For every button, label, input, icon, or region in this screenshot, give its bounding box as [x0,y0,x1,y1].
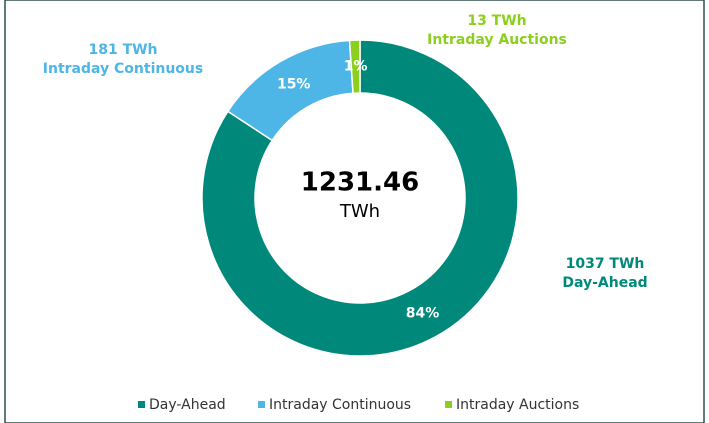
value-label: 181 TWh [88,42,157,58]
legend-label: Day-Ahead [149,397,226,413]
percent-label: 1% [344,59,368,75]
category-label: Day-Ahead [562,275,647,291]
category-label: Intraday Continuous [43,61,203,77]
value-label: 13 TWh [467,13,526,29]
legend-label: Intraday Auctions [456,397,579,413]
percent-label: 84% [406,306,440,322]
value-label: 1037 TWh [566,256,645,272]
legend-swatch [445,401,452,408]
total-unit: TWh [339,201,380,222]
percent-label: 15% [277,76,311,92]
legend-label: Intraday Continuous [269,397,411,413]
category-label: Intraday Auctions [427,32,567,48]
donut-slice [201,39,519,357]
donut-slice [348,39,361,95]
legend-swatch [138,401,145,408]
legend-swatch [258,401,265,408]
total-value: 1231.46 [301,168,419,198]
